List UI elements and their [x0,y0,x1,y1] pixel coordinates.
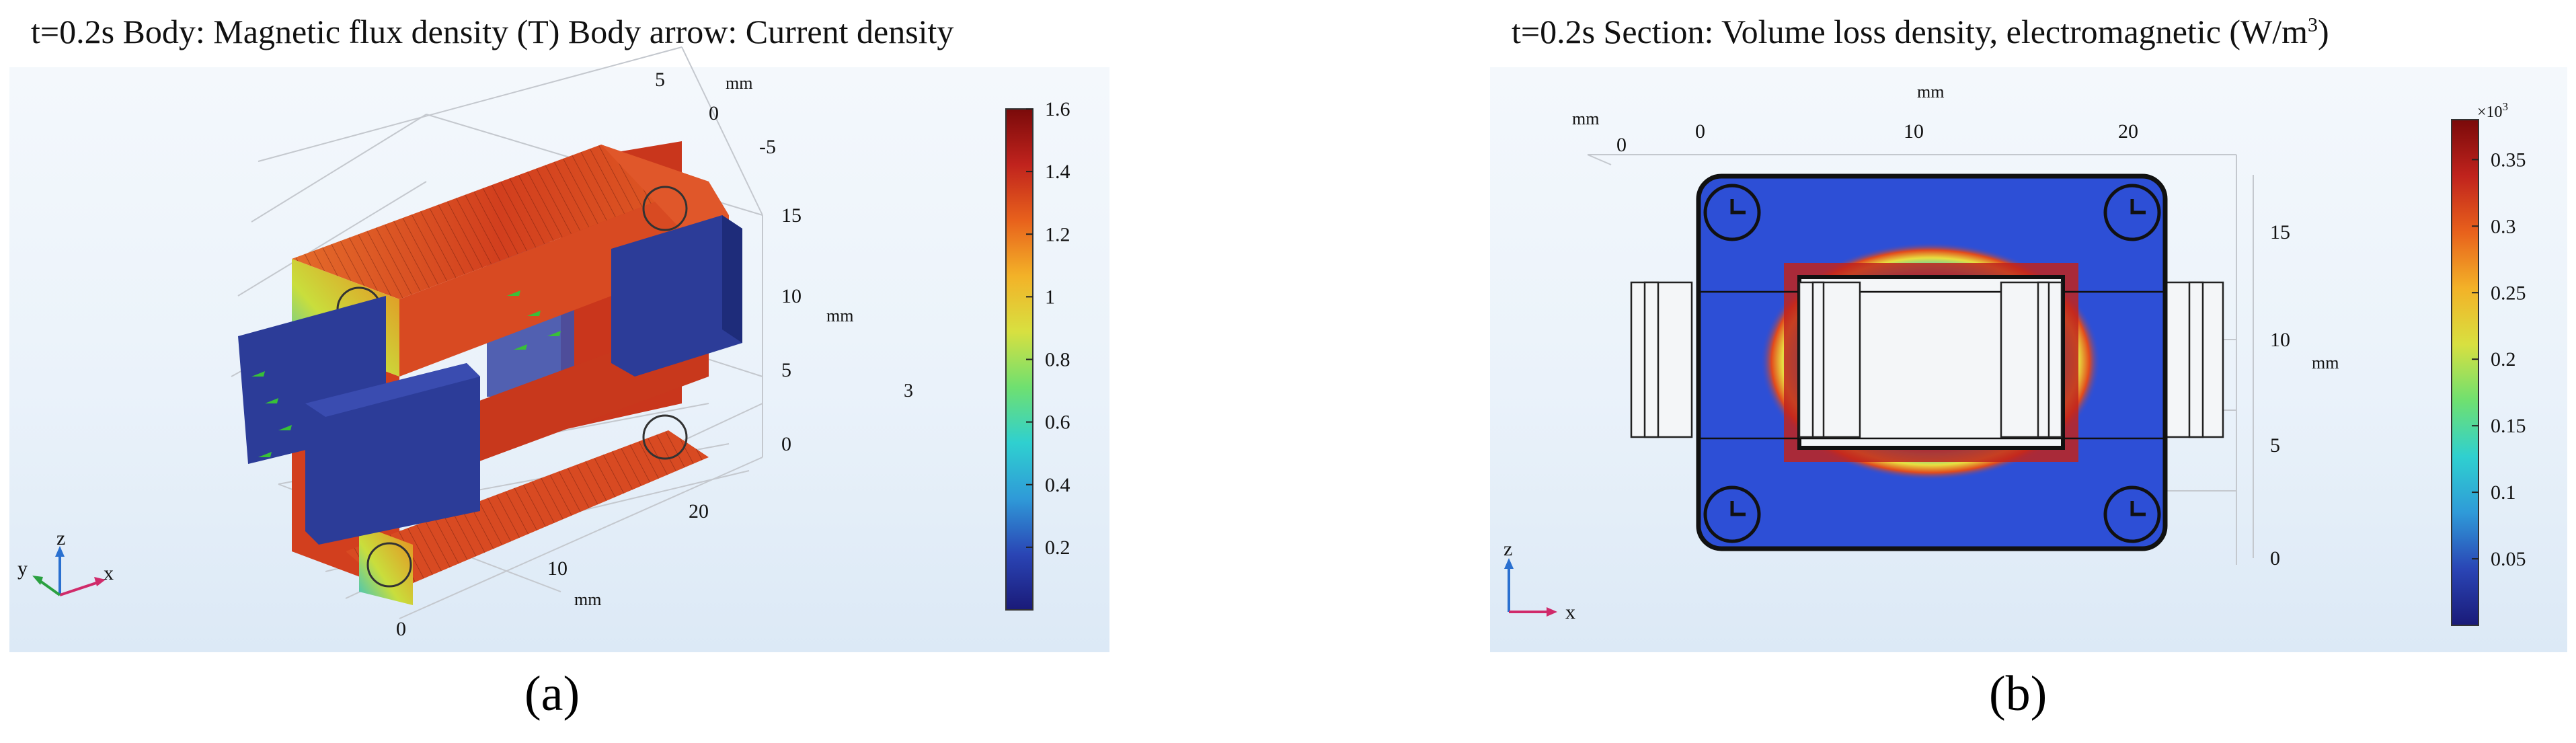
orientation-triad: z x y [17,527,114,596]
tick-label: 0 [1695,120,1705,143]
bolt-hole [642,186,688,231]
bolt-hole [366,542,412,588]
side-coil-left [1630,281,1693,438]
axis-unit: mm [1917,82,1944,102]
core-laminations [346,430,709,592]
tick-label: 0 [709,102,719,124]
tick-label: 10 [781,285,802,307]
colorbar-tick-label: 0.35 [2491,149,2526,171]
current-density-arrows [251,290,561,457]
colorbar-tick-label: 1 [1045,286,1055,308]
colorbar-gradient [2451,119,2479,626]
right-coil-side [722,215,742,343]
colorbar-tick-label: 1.6 [1045,98,1070,120]
left-coil-top [305,363,480,417]
stray-label: 3 [904,381,913,401]
core-top-yoke-front [399,182,709,377]
axis-unit: mm [726,73,752,93]
tick-label: 15 [781,204,802,227]
core-laminations [292,145,709,299]
axis-unit: mm [574,590,601,609]
tick-label: 15 [2270,221,2290,243]
right-coil [611,215,742,377]
tick-label: 20 [689,500,709,522]
tick-label: 0 [2270,547,2280,570]
triad-z-label: z [1504,538,1512,560]
title-main: t=0.2s Section: Volume loss density, ele… [1512,13,2308,50]
tick-label: 10 [547,557,568,580]
panel-b: t=0.2s Section: Volume loss density, ele… [1490,0,2567,652]
tick-label: 0 [781,433,791,455]
colorbar-multiplier: ×103 [2477,100,2508,121]
panel-a: t=0.2s Body: Magnetic flux density (T) B… [9,0,1109,652]
axis-unit: mm [2312,353,2339,373]
window-coil-right [2000,281,2063,438]
tick-label: 0 [1616,134,1627,156]
bolt-holes [1703,184,2161,543]
colorbar-tick-label: 0.05 [2491,548,2526,570]
loss-inner-edge [1784,263,2078,462]
tick-label: 10 [2270,329,2290,351]
triad-x-label: x [104,562,114,584]
tick-label: 5 [2270,434,2280,457]
tick-label: -5 [759,136,776,158]
panel-b-title: t=0.2s Section: Volume loss density, ele… [1512,12,2329,51]
colorbar-tick-label: 0.2 [1045,537,1070,559]
colorbar-tick-label: 0.1 [2491,481,2516,504]
core-bottom-left-corner [359,524,413,605]
tick-label: 5 [781,359,791,381]
colorbar: 0.2 0.4 0.6 0.8 1 1.2 1.4 1.6 [1005,98,1070,611]
tick-label: 5 [655,69,665,91]
triad-y-label: y [17,557,28,580]
tick-label: 20 [2118,120,2138,143]
colorbar-tick-label: 0.6 [1045,412,1070,434]
window-coil-left [1798,281,1861,438]
panel-a-plot: 5 0 -5 mm 15 10 mm 5 0 3 20 10 mm 0 z x … [17,46,1070,640]
panel-a-label: (a) [524,666,580,721]
bolt-hole [642,414,688,460]
colorbar: 0.05 0.1 0.15 0.2 0.25 0.3 0.35 ×103 [2451,100,2526,626]
colorbar-tick-label: 0.25 [2491,282,2526,304]
panel-a-title: t=0.2s Body: Magnetic flux density (T) B… [31,13,954,50]
axis-unit: mm [1572,109,1599,128]
tick-label: 0 [396,618,406,640]
side-coil-right [2161,281,2224,438]
tick-label: 10 [1904,120,1924,143]
colorbar-tick-label: 1.4 [1045,161,1070,183]
colorbar-tick-label: 0.2 [2491,348,2516,370]
title-close: ) [2318,13,2329,50]
title-sup: 3 [2308,13,2318,36]
colorbar-tick-label: 0.8 [1045,349,1070,371]
axis-unit: mm [826,306,853,325]
orientation-triad: z x [1504,538,1575,623]
triad-z-label: z [56,527,65,549]
colorbar-tick-label: 0.3 [2491,215,2516,237]
colorbar-tick-label: 0.15 [2491,415,2526,437]
colorbar-tick-label: 0.4 [1045,474,1070,496]
panel-b-label: (b) [1989,666,2047,721]
panel-b-plot: mm mm 0 10 20 0 15 10 mm 5 0 z x 0.05 0.1… [1504,82,2526,626]
triad-x-label: x [1565,601,1575,623]
colorbar-tick-label: 1.2 [1045,223,1070,245]
